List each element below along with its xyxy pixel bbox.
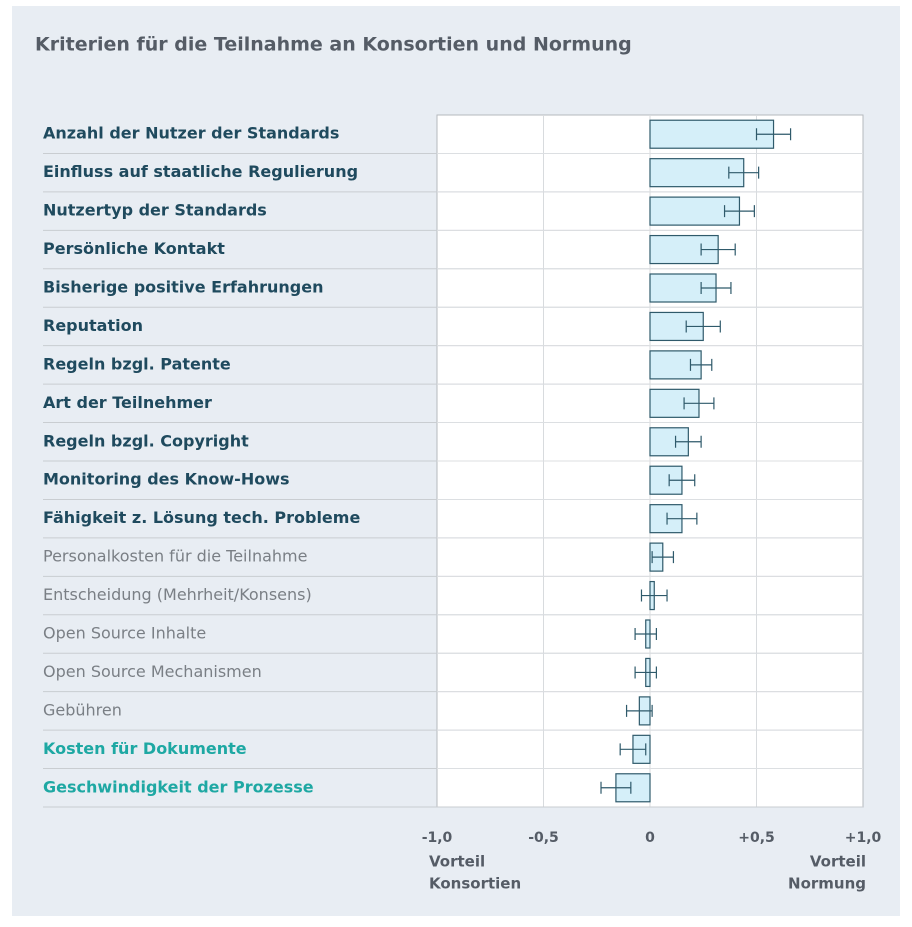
chart-title: Kriterien für die Teilnahme an Konsortie… <box>35 34 632 56</box>
bar <box>649 119 775 149</box>
error-bar <box>666 512 698 525</box>
category-label: Nutzertyp der Standards <box>43 201 267 220</box>
category-label: Geschwindigkeit der Prozesse <box>43 777 314 796</box>
category-label: Gebühren <box>43 700 122 719</box>
error-bar <box>700 243 736 256</box>
error-bar <box>634 628 657 640</box>
x-tick-label: -0,5 <box>528 830 559 846</box>
category-label: Fähigkeit z. Lösung tech. Probleme <box>43 508 360 527</box>
category-label: Personalkosten für die Teilnahme <box>43 547 307 566</box>
error-bar <box>625 704 653 717</box>
error-bar <box>651 551 675 564</box>
error-bar <box>640 589 668 602</box>
category-label: Open Source Mechanismen <box>43 662 262 681</box>
category-label: Entscheidung (Mehrheit/Konsens) <box>43 585 312 604</box>
error-bar <box>723 205 755 218</box>
category-label: Regeln bzgl. Copyright <box>43 431 249 450</box>
axis-label: Normung <box>788 875 866 893</box>
error-bar <box>668 474 696 487</box>
category-label: Reputation <box>43 316 143 335</box>
category-label: Bisherige positive Erfahrungen <box>43 278 323 297</box>
error-bar <box>728 166 760 179</box>
category-label: Monitoring des Know-Hows <box>43 470 290 489</box>
category-label: Einfluss auf staatliche Regulierung <box>43 162 358 181</box>
axis-label: Konsortien <box>429 875 521 893</box>
error-bar <box>674 435 702 448</box>
error-bar <box>683 397 715 410</box>
category-label: Art der Teilnehmer <box>43 393 212 412</box>
error-bar <box>689 358 713 371</box>
error-bar <box>755 128 792 141</box>
error-bar <box>619 743 647 756</box>
axis-label: Vorteil <box>429 853 485 871</box>
x-tick-label: +1,0 <box>845 830 882 846</box>
axis-label: Vorteil <box>810 853 866 871</box>
x-tick-label: -1,0 <box>422 830 453 846</box>
error-bar <box>600 781 632 794</box>
category-label: Anzahl der Nutzer der Standards <box>43 124 339 143</box>
error-bar <box>634 666 657 679</box>
x-tick-label: +0,5 <box>738 830 775 846</box>
error-bar <box>685 320 721 333</box>
category-label: Kosten für Dokumente <box>43 739 247 758</box>
bar <box>649 158 745 188</box>
category-label: Persönliche Kontakt <box>43 239 225 258</box>
error-bar <box>700 282 732 294</box>
category-label: Regeln bzgl. Patente <box>43 354 231 373</box>
category-label: Open Source Inhalte <box>43 624 206 643</box>
x-tick-label: 0 <box>645 830 655 846</box>
